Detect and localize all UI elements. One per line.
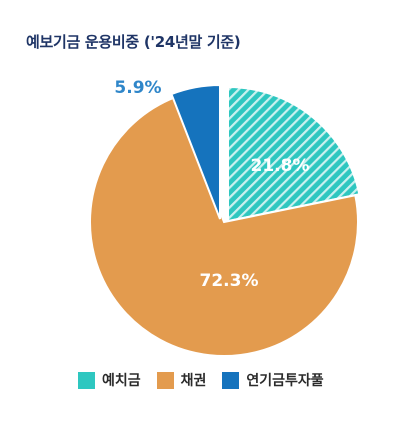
pie-slice-pension-pool: [170, 83, 221, 220]
legend-label-bonds: 채권: [180, 373, 207, 389]
data-label-deposits: 21.8%: [251, 156, 310, 176]
legend-item-deposits: 예치금: [78, 370, 141, 390]
legend-swatch-deposits: [78, 371, 95, 389]
legend-swatch-pension-pool: [222, 371, 240, 389]
pie-slice-deposits: [227, 85, 361, 223]
chart-title: 예보기금 운용비중 ('24년말 기준): [26, 33, 241, 51]
chart-legend: 예치금 채권 연기금투자풀: [78, 370, 324, 390]
legend-label-deposits: 예치금: [102, 373, 141, 389]
pie-slice-bonds: [89, 95, 359, 357]
legend-item-pension-pool: 연기금투자풀: [222, 370, 324, 390]
data-label-pension-pool: 5.9%: [114, 78, 161, 98]
legend-label-pension-pool: 연기금투자풀: [246, 373, 324, 389]
data-label-bonds: 72.3%: [200, 271, 259, 291]
legend-swatch-bonds: [156, 371, 174, 389]
legend-item-bonds: 채권: [156, 370, 207, 390]
